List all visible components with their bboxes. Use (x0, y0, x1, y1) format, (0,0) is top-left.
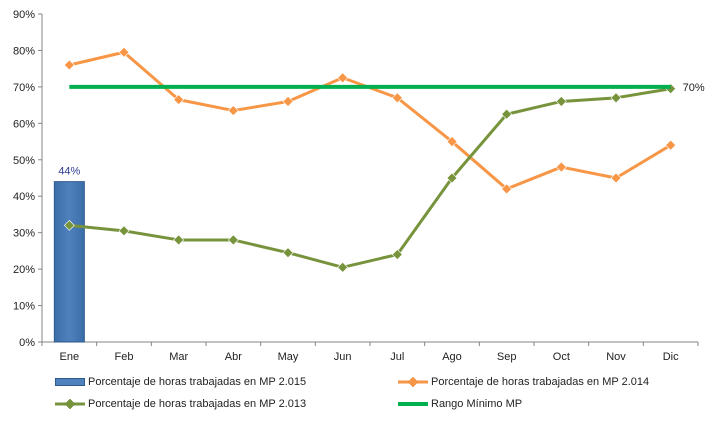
x-tick-label: Nov (606, 351, 626, 363)
point-marker (227, 234, 239, 246)
point-marker (337, 72, 349, 84)
x-tick-label: Mar (169, 351, 188, 363)
point-marker (173, 94, 185, 106)
bar-data-label: 44% (58, 166, 80, 178)
point-marker (63, 59, 75, 71)
point-marker (227, 105, 239, 117)
y-tick-label: 90% (13, 9, 35, 21)
y-tick-label: 80% (13, 45, 35, 57)
point-marker (118, 46, 130, 58)
y-tick-label: 40% (13, 191, 35, 203)
point-marker (610, 92, 622, 104)
x-tick-label: Jul (390, 351, 404, 363)
bar-series (53, 181, 85, 343)
point-marker (665, 139, 677, 151)
x-tick-label: Feb (115, 351, 134, 363)
x-tick-label: Oct (553, 351, 570, 363)
x-tick-label: Dic (663, 351, 679, 363)
y-tick-label: 0% (19, 337, 35, 349)
x-tick-label: Ene (60, 351, 80, 363)
point-marker (610, 172, 622, 184)
series-line-0 (68, 50, 672, 191)
x-tick-label: Abr (225, 351, 242, 363)
x-axis: Ene Feb Mar Abr May Jun Jul Ago Sep Oct Nov Dic (41, 341, 699, 363)
series-line-1 (69, 87, 671, 269)
y-tick-label: 50% (13, 155, 35, 167)
x-tick-label: May (278, 351, 299, 363)
threshold-label: 70% (683, 82, 705, 94)
point-marker (118, 225, 130, 237)
bar-ene (53, 181, 85, 343)
line-series (63, 46, 677, 273)
point-marker (555, 96, 567, 107)
point-marker (282, 96, 294, 107)
x-tick-label: Sep (497, 351, 517, 363)
point-marker (555, 161, 567, 173)
data-labels: 44% 70% (58, 82, 705, 178)
x-tick-label: Ago (442, 351, 462, 363)
y-axis: 0% 10% 20% 30% 40% 50% 60% 70% 80% 90% (13, 9, 43, 349)
point-marker (282, 247, 294, 259)
y-tick-label: 70% (13, 82, 35, 94)
point-marker (391, 249, 403, 260)
point-marker (391, 92, 403, 104)
y-tick-label: 30% (13, 228, 35, 240)
point-marker (337, 261, 349, 273)
y-tick-label: 60% (13, 118, 35, 130)
y-tick-label: 20% (13, 264, 35, 276)
point-marker (501, 108, 513, 120)
point-marker (501, 183, 513, 195)
point-marker (63, 219, 75, 231)
y-tick-label: 10% (13, 301, 35, 313)
x-tick-label: Jun (334, 351, 352, 363)
point-marker (173, 234, 185, 246)
point-marker (446, 136, 458, 147)
point-marker (446, 172, 458, 184)
